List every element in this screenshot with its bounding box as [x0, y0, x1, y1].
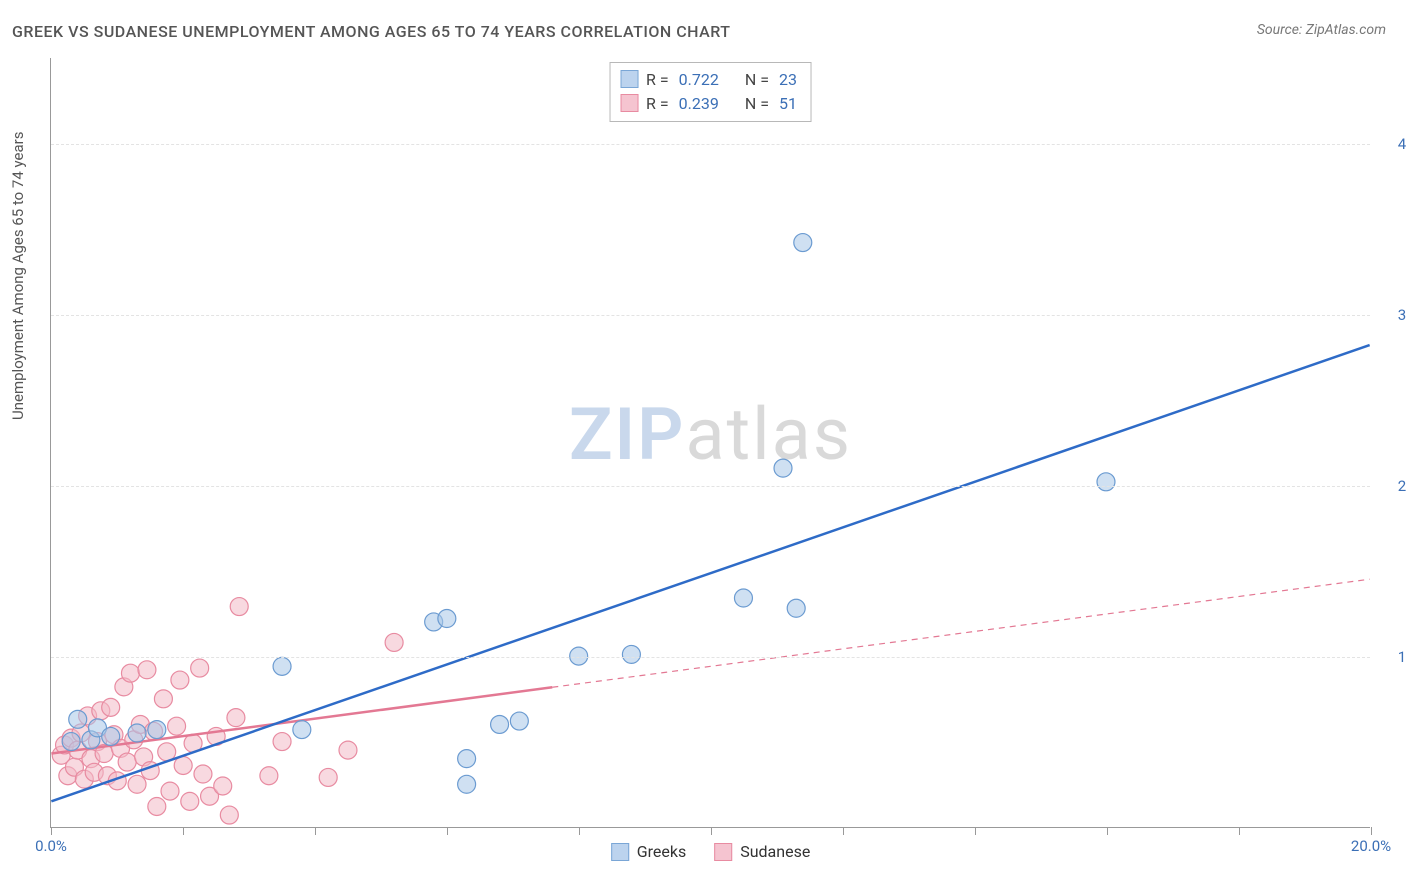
- sudanese-point: [191, 659, 209, 677]
- sudanese-point: [181, 792, 199, 810]
- greeks-point: [622, 645, 640, 663]
- legend-item-greeks: Greeks: [611, 842, 687, 861]
- greeks-point: [491, 715, 509, 733]
- x-tick: [1239, 827, 1240, 835]
- sudanese-point: [230, 598, 248, 616]
- greeks-point: [273, 657, 291, 675]
- greeks-point: [774, 459, 792, 477]
- x-tick: [1371, 827, 1372, 835]
- greeks-point: [128, 724, 146, 742]
- sudanese-point: [260, 767, 278, 785]
- sudanese-trendline-dashed: [552, 579, 1369, 687]
- greeks-point: [69, 710, 87, 728]
- legend-label: Sudanese: [740, 842, 810, 861]
- plot-area: ZIPatlas R =0.722N =23R =0.239N =51 Gree…: [50, 58, 1370, 828]
- greeks-point: [148, 721, 166, 739]
- x-tick: [315, 827, 316, 835]
- series-legend: Greeks Sudanese: [611, 842, 811, 861]
- x-tick: [975, 827, 976, 835]
- greeks-point: [787, 599, 805, 617]
- chart-source: Source: ZipAtlas.com: [1257, 22, 1386, 38]
- greeks-point: [510, 712, 528, 730]
- x-tick: [843, 827, 844, 835]
- chart-title: GREEK VS SUDANESE UNEMPLOYMENT AMONG AGE…: [12, 22, 731, 41]
- sudanese-point: [214, 777, 232, 795]
- scatter-svg: [51, 58, 1370, 827]
- sudanese-point: [128, 775, 146, 793]
- greeks-point: [102, 727, 120, 745]
- x-tick: [711, 827, 712, 835]
- y-tick-label: 40.0%: [1398, 135, 1406, 153]
- x-tick: [1107, 827, 1108, 835]
- sudanese-point: [161, 782, 179, 800]
- gridline: [51, 315, 1370, 316]
- greeks-point: [293, 721, 311, 739]
- sudanese-point: [385, 633, 403, 651]
- y-tick-label: 10.0%: [1398, 648, 1406, 666]
- greeks-point: [458, 750, 476, 768]
- sudanese-point: [121, 664, 139, 682]
- greeks-point: [62, 733, 80, 751]
- y-tick-label: 30.0%: [1398, 306, 1406, 324]
- gridline: [51, 144, 1370, 145]
- sudanese-point: [220, 806, 238, 824]
- legend-label: Greeks: [637, 842, 687, 861]
- sudanese-point: [319, 768, 337, 786]
- greeks-point: [438, 610, 456, 628]
- gridline: [51, 657, 1370, 658]
- y-axis-label: Unemployment Among Ages 65 to 74 years: [9, 132, 27, 420]
- sudanese-point: [227, 709, 245, 727]
- sudanese-swatch-icon: [714, 843, 732, 861]
- x-tick-label: 20.0%: [1351, 837, 1391, 855]
- greeks-point: [734, 589, 752, 607]
- greeks-point: [458, 775, 476, 793]
- gridline: [51, 486, 1370, 487]
- sudanese-point: [339, 741, 357, 759]
- greeks-point: [794, 234, 812, 252]
- greeks-point: [1097, 473, 1115, 491]
- x-tick: [183, 827, 184, 835]
- x-tick: [579, 827, 580, 835]
- sudanese-point: [148, 798, 166, 816]
- sudanese-point: [273, 733, 291, 751]
- greeks-swatch-icon: [611, 843, 629, 861]
- sudanese-point: [168, 717, 186, 735]
- x-tick-label: 0.0%: [35, 837, 67, 855]
- greeks-trendline: [51, 345, 1369, 801]
- sudanese-point: [194, 765, 212, 783]
- legend-item-sudanese: Sudanese: [714, 842, 810, 861]
- sudanese-point: [118, 753, 136, 771]
- y-tick-label: 20.0%: [1398, 477, 1406, 495]
- sudanese-point: [102, 698, 120, 716]
- sudanese-point: [138, 661, 156, 679]
- correlation-chart: GREEK VS SUDANESE UNEMPLOYMENT AMONG AGE…: [0, 0, 1406, 892]
- x-tick: [447, 827, 448, 835]
- sudanese-point: [171, 671, 189, 689]
- sudanese-point: [154, 690, 172, 708]
- x-tick: [51, 827, 52, 835]
